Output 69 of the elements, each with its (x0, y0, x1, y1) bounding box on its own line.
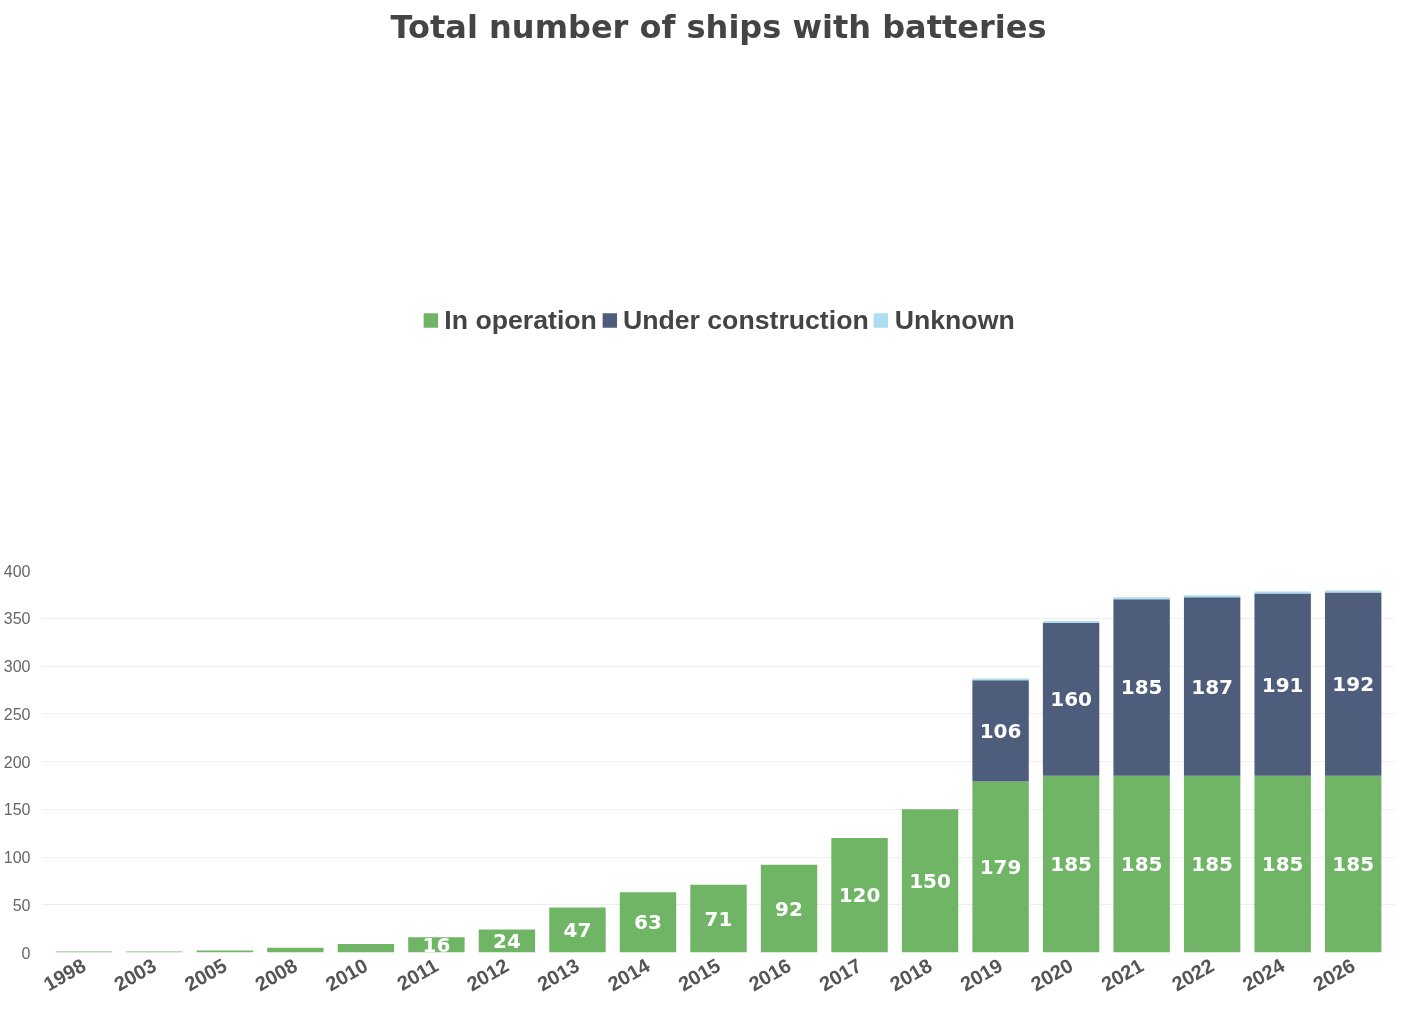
bar (1324, 592, 1382, 776)
data-label: 120 (838, 883, 881, 908)
x-tick-label: 2016 (744, 953, 795, 996)
legend-label: Unknown (894, 304, 1015, 336)
y-tick-label: 250 (3, 705, 31, 723)
x-tick-label: 2017 (815, 953, 866, 996)
data-label: 150 (909, 868, 951, 893)
bar (1113, 775, 1170, 953)
bar (1254, 775, 1311, 953)
bar (1324, 775, 1382, 953)
x-tick-label: 2026 (1309, 953, 1359, 996)
x-tick-label: 2021 (1097, 953, 1148, 996)
bar (337, 943, 395, 953)
x-tick-label: 2008 (251, 953, 301, 996)
chart-title: Total number of ships with batteries (390, 7, 1047, 46)
bar (1042, 623, 1100, 776)
bar (1183, 775, 1241, 953)
bar (619, 892, 677, 953)
data-label: 185 (1191, 852, 1234, 877)
legend-label: Under construction (622, 304, 869, 336)
bar (1183, 597, 1241, 776)
bar (760, 864, 818, 953)
y-tick-label: 0 (21, 944, 31, 962)
x-tick-label: 2020 (1027, 953, 1077, 996)
x-tick-label: 2003 (110, 953, 160, 996)
legend-label: In operation (444, 304, 597, 336)
x-tick-label: 2010 (321, 953, 372, 996)
y-tick-label: 200 (3, 753, 31, 771)
bar (690, 884, 747, 953)
x-tick-label: 2024 (1238, 953, 1289, 996)
bar (972, 680, 1029, 782)
bar (901, 809, 959, 953)
bar (1113, 599, 1170, 776)
data-label: 24 (493, 929, 521, 954)
bar (972, 781, 1029, 953)
y-tick-label: 350 (3, 610, 31, 628)
x-tick-label: 2015 (674, 953, 725, 996)
x-tick-label: 1998 (39, 953, 90, 996)
data-label: 47 (563, 918, 592, 943)
y-tick-label: 300 (3, 658, 31, 675)
x-tick-label: 2014 (603, 953, 655, 996)
y-tick-label: 400 (3, 562, 31, 580)
data-label: 71 (704, 906, 733, 931)
data-label: 191 (1261, 672, 1304, 697)
data-label: 179 (979, 855, 1022, 880)
data-label: 185 (1261, 852, 1304, 877)
y-tick-label: 150 (3, 801, 31, 819)
x-tick-label: 2012 (462, 953, 513, 996)
bar (549, 907, 606, 953)
y-tick-label: 100 (3, 849, 31, 866)
x-tick-label: 2005 (180, 953, 231, 996)
bar (831, 837, 888, 953)
data-label: 192 (1332, 672, 1375, 697)
data-label: 187 (1191, 674, 1234, 699)
data-label: 185 (1120, 675, 1163, 700)
x-tick-label: 2019 (956, 953, 1007, 996)
data-label: 106 (979, 718, 1022, 743)
x-tick-label: 2013 (533, 953, 583, 996)
data-label: 63 (634, 910, 662, 935)
y-tick-label: 50 (12, 896, 31, 914)
data-label: 185 (1332, 852, 1375, 877)
data-label: 92 (775, 896, 803, 921)
data-label: 160 (1050, 687, 1092, 712)
data-label: 185 (1120, 852, 1163, 877)
x-tick-label: 2022 (1168, 953, 1218, 996)
data-label: 185 (1050, 852, 1092, 877)
x-tick-label: 2018 (886, 953, 936, 996)
bar (1042, 775, 1100, 953)
bar (1254, 593, 1311, 776)
